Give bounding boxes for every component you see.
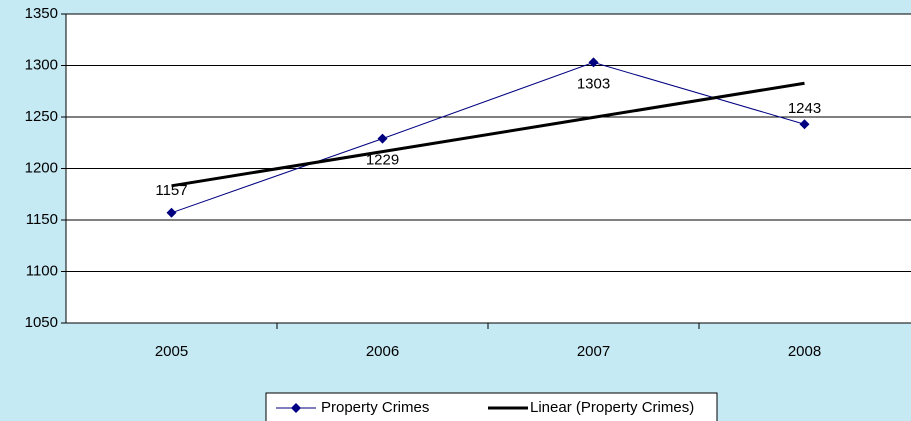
marker — [799, 119, 810, 130]
data-label: 1243 — [788, 100, 821, 117]
y-tick-label: 1200 — [25, 159, 58, 176]
y-tick-label: 1100 — [26, 262, 58, 279]
legend-marker — [291, 403, 301, 413]
marker — [166, 207, 177, 218]
y-tick-label: 1300 — [25, 56, 58, 73]
y-tick-label: 1050 — [25, 314, 58, 331]
trend-line — [171, 81, 805, 188]
data-label: 1229 — [366, 152, 399, 169]
y-tick-label: 1250 — [25, 108, 58, 125]
x-tick-label: 2007 — [577, 343, 610, 360]
legend-box — [265, 392, 718, 421]
series-line — [171, 61, 805, 214]
x-tick-label: 2006 — [366, 343, 399, 360]
legend-label: Linear (Property Crimes) — [530, 399, 694, 416]
legend-label: Property Crimes — [321, 399, 429, 416]
y-tick-label: 1350 — [25, 5, 58, 22]
marker — [588, 57, 599, 68]
data-label: 1303 — [577, 75, 610, 92]
y-tick-label: 1150 — [26, 211, 58, 228]
marker — [377, 133, 388, 144]
x-tick-label: 2008 — [788, 343, 821, 360]
x-tick-label: 2005 — [155, 343, 188, 360]
